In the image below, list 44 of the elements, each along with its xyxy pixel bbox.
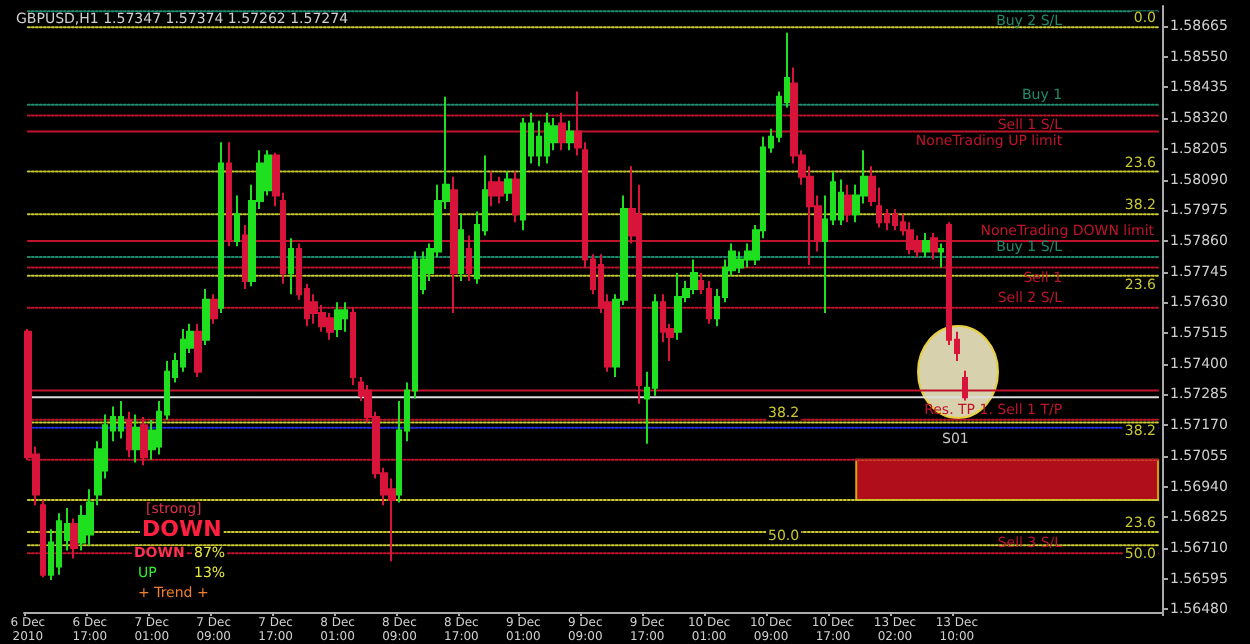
- candlestick: [930, 231, 938, 261]
- candlestick: [544, 111, 550, 165]
- candlestick: [690, 258, 698, 296]
- candlestick: [558, 111, 566, 152]
- candlestick: [504, 170, 512, 202]
- candlestick: [536, 119, 542, 168]
- candlestick: [342, 301, 348, 333]
- candlestick: [218, 141, 224, 314]
- candlestick: [450, 175, 458, 314]
- candlestick: [210, 293, 218, 325]
- candlestick: [706, 279, 712, 325]
- candlestick: [40, 498, 46, 579]
- candlestick: [488, 170, 496, 208]
- candlestick: [736, 250, 744, 274]
- candlestick: [962, 369, 968, 402]
- candlestick: [838, 178, 844, 226]
- candlestick: [70, 517, 78, 560]
- candlestick: [334, 301, 342, 339]
- candlestick: [844, 183, 852, 224]
- candlestick: [234, 194, 240, 248]
- candlestick: [56, 512, 62, 576]
- candlestick: [326, 312, 334, 341]
- candlestick: [466, 234, 472, 282]
- candlestick: [140, 416, 148, 467]
- candlestick: [674, 271, 682, 341]
- candlestick: [566, 119, 574, 152]
- candlestick: [118, 400, 124, 440]
- candlestick: [350, 306, 356, 387]
- candlestick: [458, 213, 464, 282]
- annotation: DOWN: [142, 516, 222, 542]
- candlestick: [288, 237, 294, 296]
- candlestick: [194, 322, 202, 379]
- candlestick: [892, 207, 898, 232]
- candlestick: [512, 170, 520, 224]
- candlestick: [496, 175, 504, 205]
- candlestick: [132, 413, 140, 464]
- candlestick: [226, 141, 232, 248]
- candlestick: [906, 221, 914, 256]
- candlestick: [202, 287, 210, 347]
- candlestick: [126, 410, 132, 459]
- candlestick: [922, 231, 930, 258]
- candlestick: [938, 242, 944, 269]
- candlestick: [520, 117, 526, 232]
- candlestick: [242, 223, 248, 290]
